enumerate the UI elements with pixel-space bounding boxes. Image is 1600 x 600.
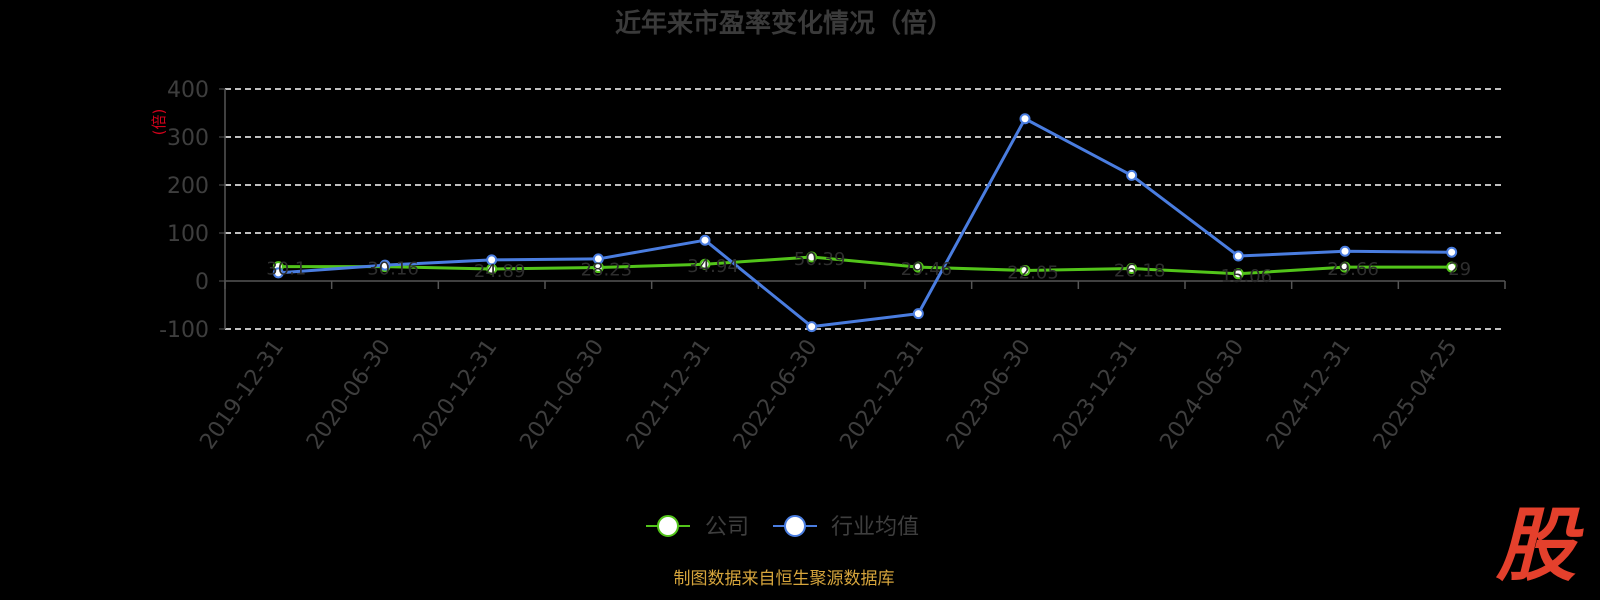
data-point: [1446, 246, 1458, 258]
data-labels: 30.1 30.16 24.89 28.23 34.94 50.39 29.46 22.05 2…: [266, 249, 1471, 287]
data-label: 29.46: [901, 259, 953, 280]
y-tick-label: 400: [167, 78, 209, 103]
series-line: [278, 117, 1452, 329]
data-point: [379, 259, 391, 271]
data-label: 29: [1448, 259, 1471, 280]
x-tick-label: 2024-06-30: [1155, 335, 1249, 454]
data-label: 34.94: [687, 256, 739, 277]
data-point: [699, 258, 711, 270]
data-label: 30.16: [367, 259, 419, 280]
data-label: 15.06: [1221, 266, 1273, 287]
data-point: [1126, 263, 1138, 275]
legend-marker: [657, 515, 679, 537]
data-label: 29.66: [1327, 259, 1379, 280]
grid-lines: [225, 88, 1505, 330]
series-industry-average: [272, 113, 1458, 333]
y-tick-label: 300: [167, 126, 209, 151]
x-tick-label: 2021-06-30: [515, 335, 609, 454]
data-point: [1126, 169, 1138, 181]
data-point: [1446, 261, 1458, 273]
chart-title: 近年来市盈率变化情况（倍）: [615, 8, 953, 39]
data-label: 22.05: [1007, 262, 1059, 283]
data-point: [1232, 250, 1244, 262]
y-axis-label: (倍): [150, 109, 168, 136]
y-tick-label: 100: [167, 222, 209, 247]
data-point: [272, 267, 284, 279]
x-tick-label: 2022-12-31: [835, 335, 929, 454]
series-lines: [272, 113, 1458, 333]
series-line: [278, 255, 1452, 276]
x-tick-label: 2024-12-31: [1262, 335, 1356, 454]
data-point: [592, 253, 604, 265]
legend[interactable]: 公司 行业均值: [646, 515, 919, 540]
x-tick-label: 2019-12-31: [195, 335, 289, 454]
legend-item-company[interactable]: 公司: [646, 515, 749, 540]
y-tick-label: 0: [195, 270, 209, 295]
x-tick-label: 2020-06-30: [302, 335, 396, 454]
data-point: [912, 308, 924, 320]
x-tick-labels: 2019-12-31 2020-06-30 2020-12-31 2021-06-30…: [195, 335, 1462, 454]
source-note: 制图数据来自恒生聚源数据库: [674, 569, 895, 589]
x-tick-label: 2021-12-31: [622, 335, 716, 454]
data-label: 26.18: [1114, 261, 1166, 282]
axes: [219, 88, 1506, 330]
x-tick-label: 2023-06-30: [942, 335, 1036, 454]
legend-item-industry-average[interactable]: 行业均值: [773, 515, 919, 540]
y-tick-label: 200: [167, 174, 209, 199]
series-company: [272, 251, 1458, 280]
legend-label: 公司: [705, 515, 749, 540]
data-point: [486, 254, 498, 266]
data-label: 24.89: [474, 261, 526, 282]
brand-logo: 股: [1496, 499, 1576, 592]
data-point: [1019, 264, 1031, 276]
data-point: [912, 261, 924, 273]
x-tick-label: 2023-12-31: [1049, 335, 1143, 454]
data-point: [699, 234, 711, 246]
legend-label: 行业均值: [831, 515, 919, 540]
y-tick-labels: -100 0 100 200 300 400: [159, 78, 209, 343]
data-point: [806, 251, 818, 263]
data-point: [1019, 113, 1031, 125]
data-label: 30.1: [266, 259, 306, 280]
x-tick-label: 2020-12-31: [409, 335, 503, 454]
x-tick-label: 2022-06-30: [729, 335, 823, 454]
x-tick-label: 2025-04-25: [1369, 335, 1463, 454]
y-tick-label: -100: [159, 318, 209, 343]
data-label: 50.39: [794, 249, 846, 270]
data-point: [806, 321, 818, 333]
data-point: [1232, 268, 1244, 280]
data-label: 28.23: [581, 260, 633, 281]
data-point: [1339, 245, 1351, 257]
data-point: [1339, 261, 1351, 273]
legend-marker: [784, 515, 806, 537]
